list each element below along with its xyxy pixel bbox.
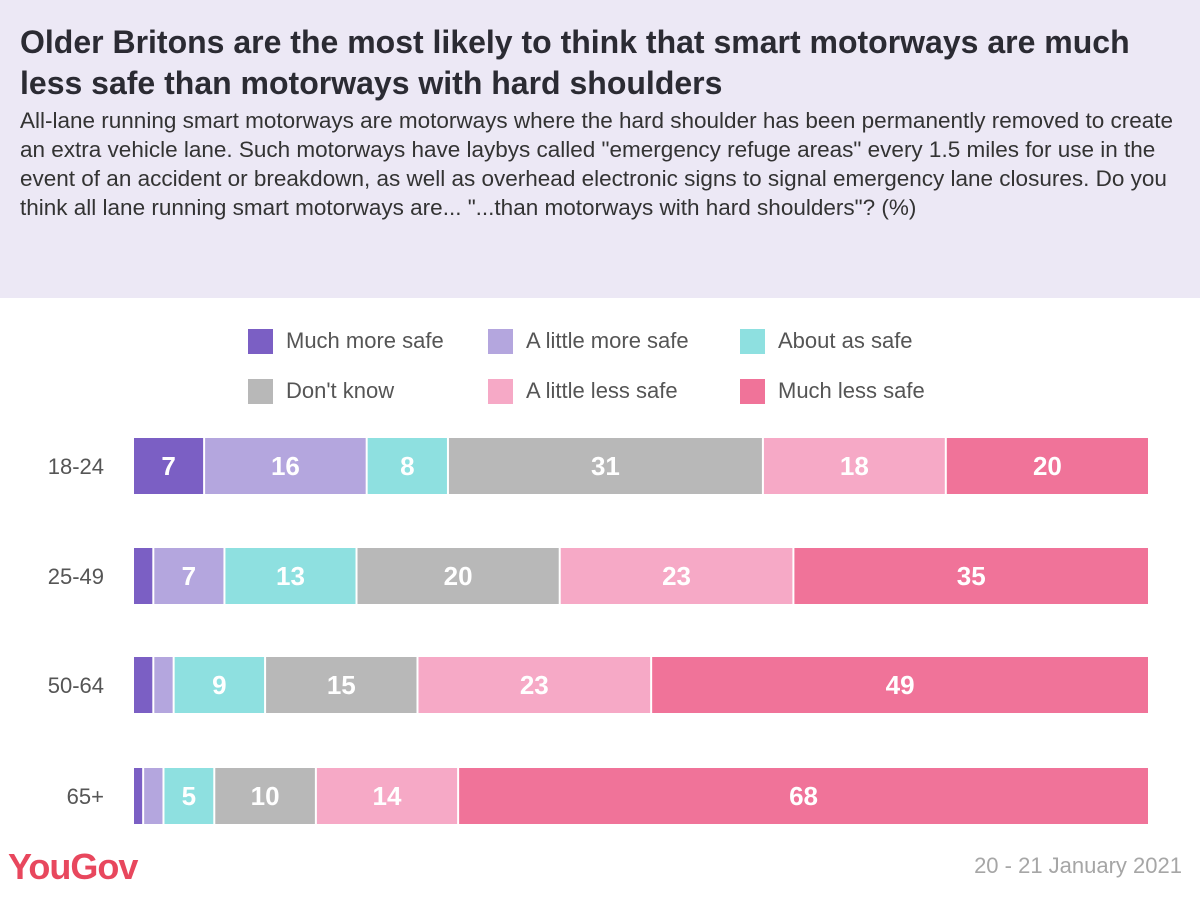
bar-18-24-don-t-know — [448, 438, 762, 494]
bar-25-49-much-more-safe — [134, 548, 153, 604]
bar-18-24-a-little-more-safe — [205, 438, 366, 494]
yougov-logo: YouGov — [8, 846, 138, 887]
bar-65-about-as-safe — [164, 768, 214, 824]
data-label-65-about-as-safe: 5 — [182, 781, 196, 811]
legend-swatch-much-more-safe — [248, 328, 273, 354]
bar-25-49-much-less-safe — [794, 548, 1148, 604]
legend-swatch-much-less-safe — [740, 378, 765, 404]
data-label-50-64-a-little-less-safe: 23 — [520, 670, 549, 700]
legend-label-a-little-more-safe: A little more safe — [526, 328, 689, 353]
bar-18-24-much-less-safe — [946, 438, 1148, 494]
legend-swatch-dont-know — [248, 378, 273, 404]
category-label-65: 65+ — [67, 784, 104, 809]
bar-25-49-about-as-safe — [225, 548, 356, 604]
data-label-65-a-little-less-safe: 14 — [373, 781, 402, 811]
bar-18-24-about-as-safe — [367, 438, 447, 494]
category-label-50-64: 50-64 — [48, 673, 104, 698]
bar-18-24-a-little-less-safe — [763, 438, 945, 494]
category-label-18-24: 18-24 — [48, 454, 104, 479]
bar-50-64-about-as-safe — [174, 657, 265, 713]
legend-item-much-more-safe: Much more safe — [248, 326, 444, 356]
legend-label-about-as-safe: About as safe — [778, 328, 913, 353]
legend-label-a-little-less-safe: A little less safe — [526, 378, 678, 403]
legend-item-a-little-more-safe: A little more safe — [488, 326, 689, 356]
survey-date: 20 - 21 January 2021 — [974, 853, 1182, 878]
data-label-25-49-much-less-safe: 35 — [957, 561, 986, 591]
bar-25-49-don-t-know — [357, 548, 559, 604]
bar-18-24-much-more-safe — [134, 438, 204, 494]
data-label-18-24-much-more-safe: 7 — [161, 451, 175, 481]
data-label-18-24-a-little-less-safe: 18 — [840, 451, 869, 481]
data-label-18-24-about-as-safe: 8 — [400, 451, 414, 481]
data-label-25-49-a-little-less-safe: 23 — [662, 561, 691, 591]
bar-65-a-little-less-safe — [316, 768, 458, 824]
bar-65-much-less-safe — [459, 768, 1148, 824]
bar-50-64-much-less-safe — [652, 657, 1148, 713]
legend-item-about-as-safe: About as safe — [740, 326, 913, 356]
data-label-18-24-much-less-safe: 20 — [1033, 451, 1062, 481]
bar-65-a-little-more-safe — [144, 768, 163, 824]
legend-swatch-a-little-less-safe — [488, 378, 513, 404]
data-label-18-24-don-t-know: 31 — [591, 451, 620, 481]
legend-label-much-more-safe: Much more safe — [286, 328, 444, 353]
bar-50-64-much-more-safe — [134, 657, 153, 713]
bar-25-49-a-little-more-safe — [154, 548, 224, 604]
bar-65-don-t-know — [215, 768, 315, 824]
bar-65-much-more-safe — [134, 768, 143, 824]
legend-item-a-little-less-safe: A little less safe — [488, 376, 678, 406]
data-label-65-much-less-safe: 68 — [789, 781, 818, 811]
legend-label-dont-know: Don't know — [286, 378, 395, 403]
legend-label-much-less-safe: Much less safe — [778, 378, 925, 403]
bar-50-64-a-little-more-safe — [154, 657, 173, 713]
chart-subtitle: All-lane running smart motorways are mot… — [20, 108, 1174, 220]
data-label-25-49-a-little-more-safe: 7 — [182, 561, 196, 591]
data-label-25-49-about-as-safe: 13 — [276, 561, 305, 591]
data-label-50-64-about-as-safe: 9 — [212, 670, 226, 700]
chart-header: Older Britons are the most likely to thi… — [0, 0, 1200, 298]
chart-title: Older Britons are the most likely to thi… — [20, 24, 1130, 101]
bar-50-64-don-t-know — [266, 657, 417, 713]
bar-50-64-a-little-less-safe — [418, 657, 651, 713]
legend-swatch-a-little-more-safe — [488, 328, 513, 354]
legend-item-much-less-safe: Much less safe — [740, 376, 925, 406]
bar-25-49-a-little-less-safe — [560, 548, 793, 604]
data-label-18-24-a-little-more-safe: 16 — [271, 451, 300, 481]
legend-item-dont-know: Don't know — [248, 376, 394, 406]
legend-swatch-about-as-safe — [740, 328, 765, 354]
data-label-25-49-don-t-know: 20 — [444, 561, 473, 591]
category-label-25-49: 25-49 — [48, 564, 104, 589]
data-label-50-64-don-t-know: 15 — [327, 670, 356, 700]
data-label-50-64-much-less-safe: 49 — [886, 670, 915, 700]
data-label-65-don-t-know: 10 — [251, 781, 280, 811]
